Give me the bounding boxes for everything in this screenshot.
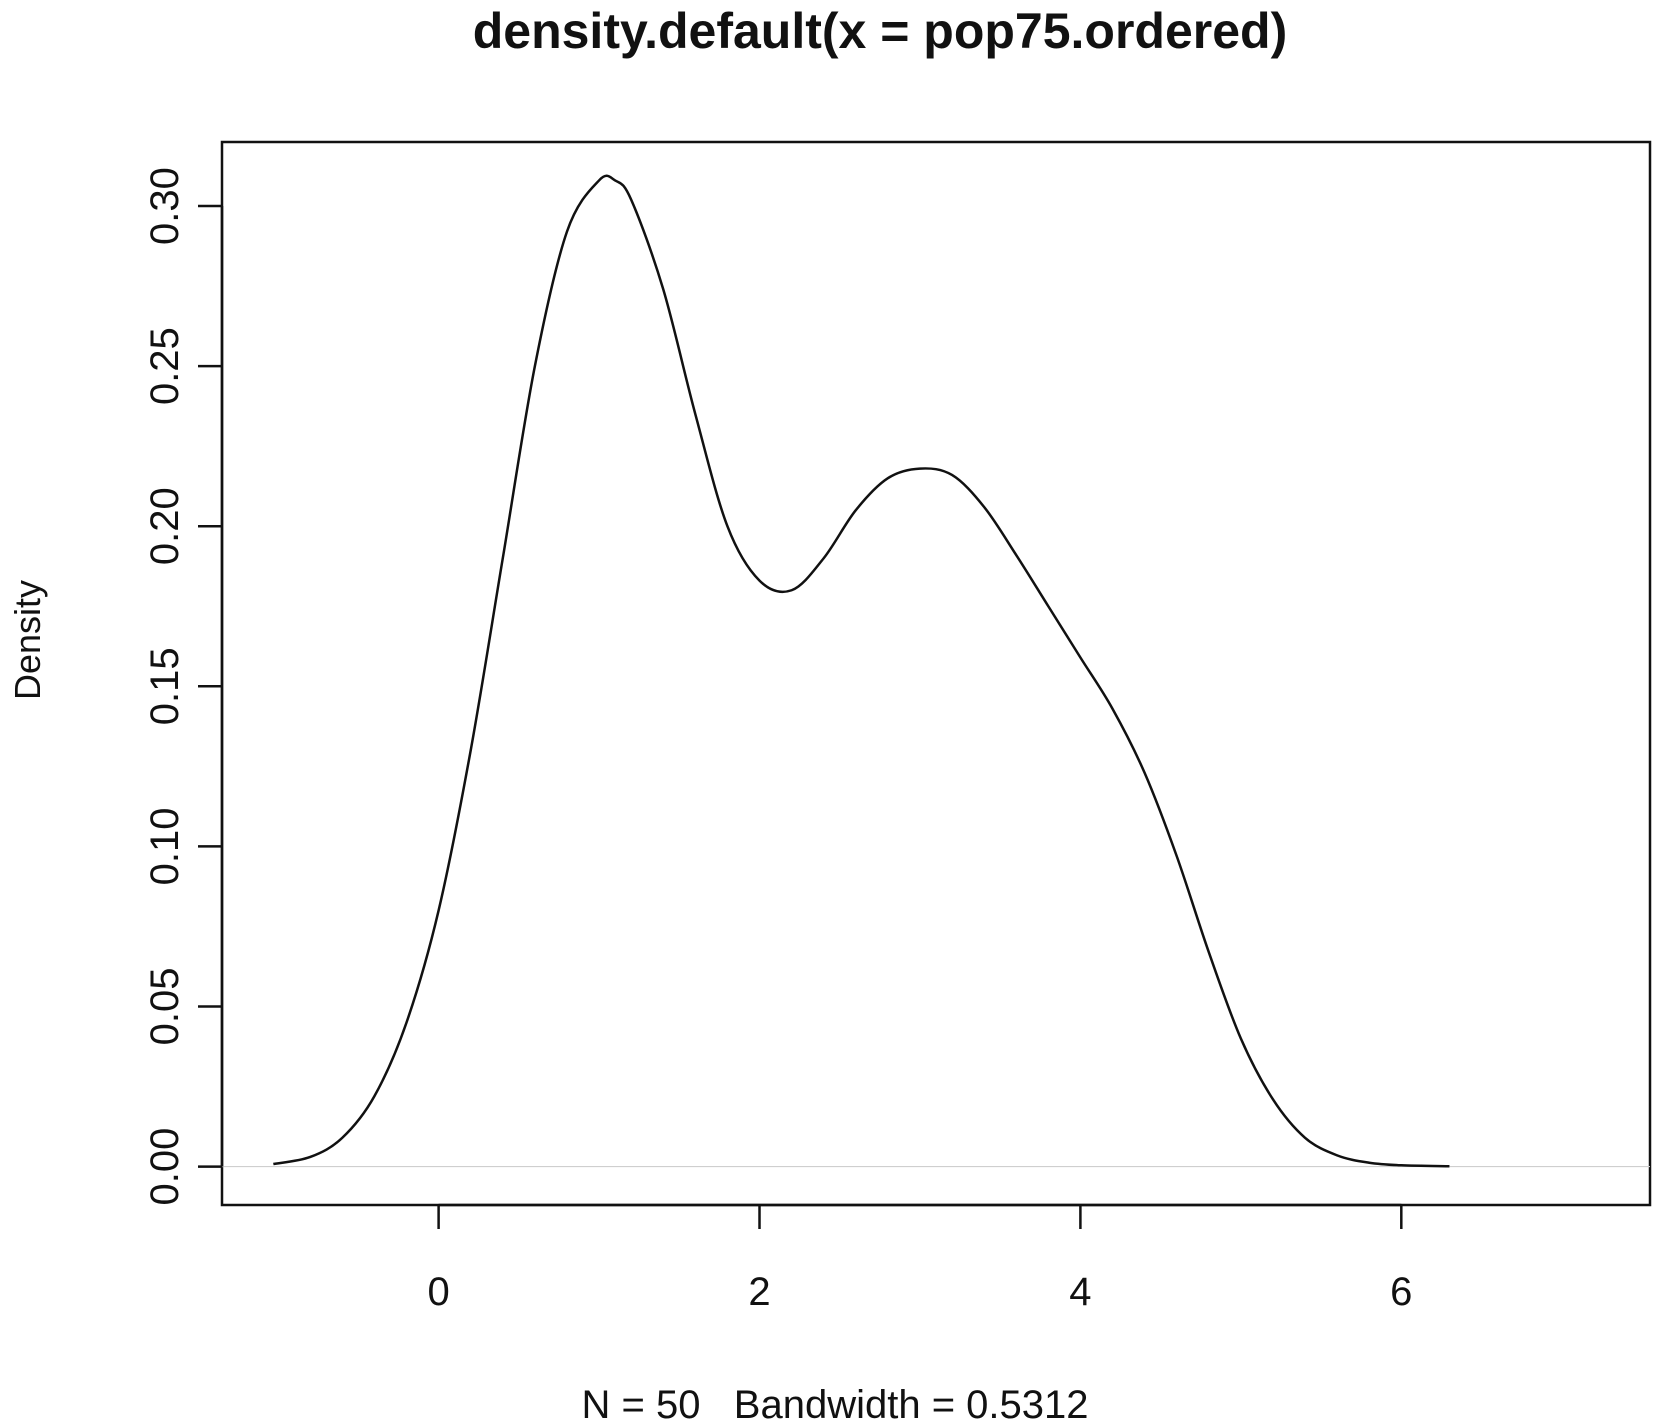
x-tick-label: 6 xyxy=(1390,1270,1412,1314)
x-axis: 0 2 4 6 xyxy=(427,1203,1412,1314)
y-tick-label: 0.25 xyxy=(143,327,187,405)
y-tick-label: 0.05 xyxy=(143,968,187,1046)
x-tick-label: 2 xyxy=(748,1270,770,1314)
y-tick-label: 0.15 xyxy=(143,647,187,725)
y-axis-label: Density xyxy=(7,580,48,700)
y-axis: 0.00 0.05 0.10 0.15 0.20 0.25 0.30 xyxy=(143,167,224,1206)
y-tick-label: 0.00 xyxy=(143,1128,187,1206)
plot-frame xyxy=(220,140,1652,1207)
chart-title: density.default(x = pop75.ordered) xyxy=(473,3,1288,59)
y-tick-label: 0.20 xyxy=(143,487,187,565)
x-tick-label: 0 xyxy=(427,1270,449,1314)
x-tick-label: 4 xyxy=(1069,1270,1091,1314)
density-curve xyxy=(273,174,1450,1168)
y-tick-label: 0.10 xyxy=(143,807,187,885)
x-axis-label: N = 50 Bandwidth = 0.5312 xyxy=(581,1383,1088,1427)
y-tick-label: 0.30 xyxy=(143,167,187,245)
